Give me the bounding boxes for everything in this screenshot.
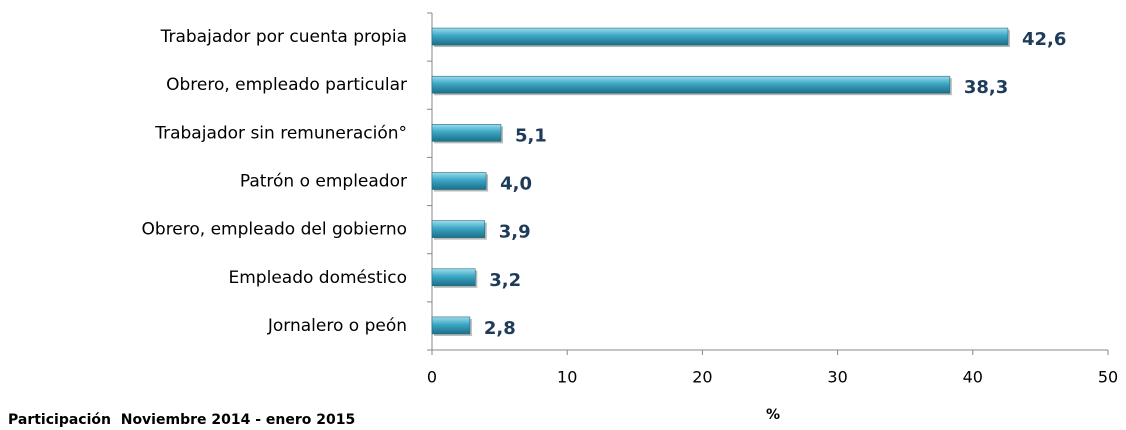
bar bbox=[431, 172, 487, 190]
y-tick-label: Trabajador por cuenta propia bbox=[160, 27, 407, 47]
value-label: 4,0 bbox=[500, 174, 532, 195]
note: Participación Noviembre 2014 - enero 201… bbox=[8, 412, 355, 428]
value-label: 2,8 bbox=[484, 318, 516, 339]
y-tick-label: Obrero, empleado del gobierno bbox=[142, 220, 407, 240]
x-tick-label: 20 bbox=[692, 368, 712, 387]
value-label: 3,9 bbox=[499, 222, 531, 243]
bar bbox=[431, 268, 476, 287]
y-tick-label: Obrero, empleado particular bbox=[166, 75, 407, 95]
value-label: 3,2 bbox=[489, 270, 521, 291]
value-label: 42,6 bbox=[1022, 29, 1066, 50]
value-label: 5,1 bbox=[515, 125, 547, 146]
y-tick-label: Trabajador sin remuneración° bbox=[154, 123, 407, 143]
y-tick-label: Jornalero o peón bbox=[267, 316, 407, 336]
bar bbox=[431, 220, 486, 238]
bar bbox=[431, 124, 502, 142]
x-tick-label: 30 bbox=[827, 368, 847, 387]
bar bbox=[431, 316, 471, 335]
value-label: 38,3 bbox=[964, 77, 1008, 98]
bar bbox=[431, 27, 1009, 46]
x-tick-label: 0 bbox=[427, 368, 437, 387]
x-tick-label: 10 bbox=[557, 368, 577, 387]
bar bbox=[431, 75, 951, 94]
x-tick-label: 50 bbox=[1098, 368, 1118, 387]
y-tick-label: Patrón o empleador bbox=[240, 172, 407, 192]
x-tick-label: 40 bbox=[963, 368, 983, 387]
x-axis-label: % bbox=[766, 407, 780, 423]
y-tick-label: Empleado doméstico bbox=[229, 268, 408, 288]
